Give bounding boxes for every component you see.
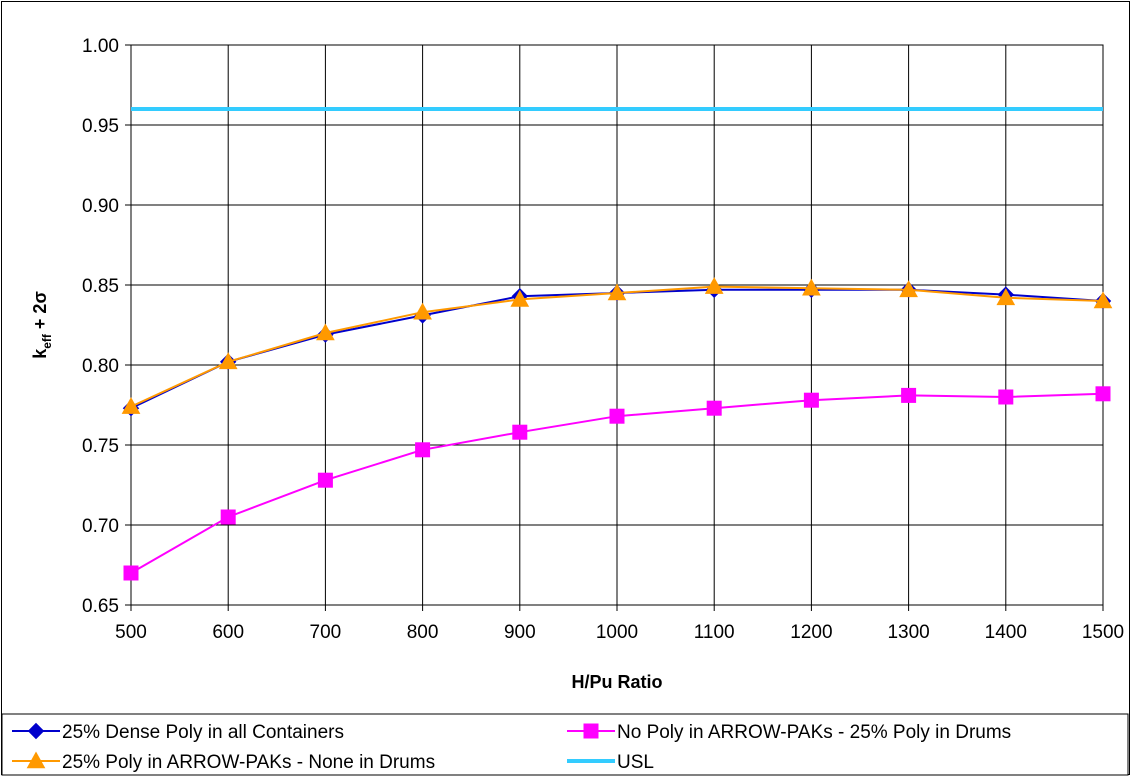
y-tick-label: 0.75 bbox=[82, 436, 119, 457]
data-point bbox=[998, 389, 1014, 405]
data-point bbox=[607, 283, 627, 301]
x-tick-label: 500 bbox=[115, 622, 147, 643]
y-tick-label: 0.85 bbox=[82, 276, 119, 297]
legend-entry-0: 25% Dense Poly in all Containers bbox=[12, 722, 344, 743]
y-tick-label: 0.90 bbox=[82, 196, 119, 217]
y-tick-label: 0.80 bbox=[82, 356, 119, 377]
x-tick-label: 600 bbox=[212, 622, 244, 643]
data-point bbox=[901, 387, 917, 403]
legend-entry-1: No Poly in ARROW-PAKs - 25% Poly in Drum… bbox=[567, 722, 1011, 743]
legend-label: No Poly in ARROW-PAKs - 25% Poly in Drum… bbox=[617, 722, 1011, 743]
legend-entry-2: 25% Poly in ARROW-PAKs - None in Drums bbox=[12, 751, 435, 773]
series-1 bbox=[123, 386, 1111, 581]
data-point bbox=[510, 289, 530, 307]
data-point bbox=[413, 302, 432, 320]
data-point bbox=[706, 400, 722, 416]
x-axis-title: H/Pu Ratio bbox=[571, 672, 662, 692]
grid bbox=[130, 44, 1104, 606]
legend-label: 25% Poly in ARROW-PAKs - None in Drums bbox=[62, 752, 435, 773]
data-point bbox=[609, 408, 625, 424]
legend-marker bbox=[26, 751, 46, 769]
y-axis-title-sub: eff bbox=[40, 333, 54, 349]
y-tick-label: 0.95 bbox=[82, 116, 119, 137]
x-tick-label: 800 bbox=[407, 622, 439, 643]
x-tick-label: 1000 bbox=[596, 622, 638, 643]
legend-entry-3: USL bbox=[567, 752, 654, 773]
legend-label: USL bbox=[617, 752, 654, 773]
x-tick-labels: 500 600 700 800 900 1000 1100 1200 1300 1400 1500 bbox=[115, 605, 1124, 643]
data-point bbox=[803, 392, 819, 408]
y-tick-label: 1.00 bbox=[82, 36, 119, 57]
x-tick-label: 1500 bbox=[1082, 622, 1124, 643]
x-tick-label: 1400 bbox=[985, 622, 1027, 643]
data-point bbox=[704, 277, 724, 294]
legend-label: 25% Dense Poly in all Containers bbox=[62, 722, 344, 743]
x-tick-label: 900 bbox=[504, 622, 536, 643]
data-point bbox=[218, 352, 238, 370]
data-point bbox=[415, 442, 431, 458]
legend: 25% Dense Poly in all Containers No Poly … bbox=[1, 713, 1129, 776]
data-point bbox=[899, 280, 918, 298]
x-tick-label: 1100 bbox=[694, 622, 735, 643]
data-point bbox=[802, 278, 821, 296]
data-point bbox=[220, 509, 236, 525]
series bbox=[121, 107, 1113, 581]
data-point bbox=[317, 472, 333, 488]
y-tick-labels: 0.65 0.70 0.75 0.80 0.85 0.90 0.95 1.00 bbox=[82, 36, 131, 617]
y-axis-title-rest: + 2σ bbox=[30, 291, 50, 334]
data-point bbox=[316, 323, 335, 341]
x-tick-label: 1300 bbox=[887, 622, 929, 643]
legend-marker bbox=[583, 723, 599, 739]
y-tick-label: 0.65 bbox=[82, 596, 119, 617]
data-point bbox=[996, 288, 1016, 306]
x-tick-label: 1200 bbox=[790, 622, 832, 643]
y-tick-label: 0.70 bbox=[82, 516, 119, 537]
y-axis-title: keff + 2σ bbox=[30, 291, 54, 359]
data-point bbox=[1095, 386, 1111, 402]
x-tick-label: 700 bbox=[310, 622, 342, 643]
data-point bbox=[1093, 291, 1113, 309]
legend-box bbox=[1, 713, 1129, 776]
data-point bbox=[512, 424, 528, 440]
series-2 bbox=[121, 277, 1113, 414]
y-axis-title-main: k bbox=[30, 348, 50, 359]
data-point bbox=[121, 397, 141, 414]
data-point bbox=[123, 565, 139, 581]
legend-marker bbox=[27, 722, 45, 740]
